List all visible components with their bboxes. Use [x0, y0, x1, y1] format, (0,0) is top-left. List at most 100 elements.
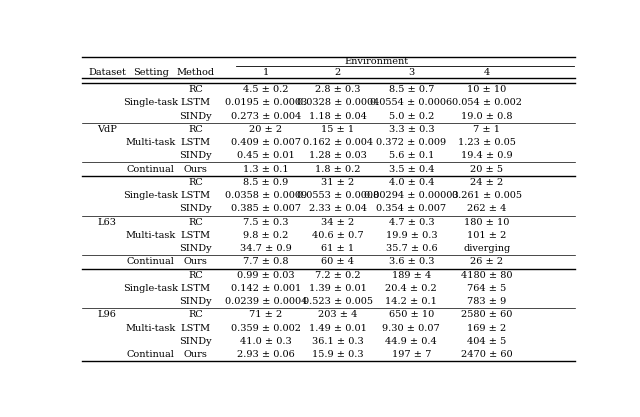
- Text: LSTM: LSTM: [180, 324, 211, 333]
- Text: LSTM: LSTM: [180, 191, 211, 200]
- Text: 9.30 ± 0.07: 9.30 ± 0.07: [383, 324, 440, 333]
- Text: 15.9 ± 0.3: 15.9 ± 0.3: [312, 350, 364, 359]
- Text: Multi-task: Multi-task: [126, 138, 176, 147]
- Text: 4.7 ± 0.3: 4.7 ± 0.3: [388, 218, 434, 226]
- Text: 783 ± 9: 783 ± 9: [467, 297, 506, 306]
- Text: 14.2 ± 0.1: 14.2 ± 0.1: [385, 297, 437, 306]
- Text: 0.359 ± 0.002: 0.359 ± 0.002: [231, 324, 301, 333]
- Text: 0.372 ± 0.009: 0.372 ± 0.009: [376, 138, 446, 147]
- Text: 1.18 ± 0.04: 1.18 ± 0.04: [309, 112, 367, 121]
- Text: 40.6 ± 0.7: 40.6 ± 0.7: [312, 231, 364, 240]
- Text: diverging: diverging: [463, 244, 510, 253]
- Text: SINDy: SINDy: [179, 151, 212, 161]
- Text: 650 ± 10: 650 ± 10: [388, 310, 434, 319]
- Text: 5.0 ± 0.2: 5.0 ± 0.2: [388, 112, 434, 121]
- Text: SINDy: SINDy: [179, 244, 212, 253]
- Text: 2580 ± 60: 2580 ± 60: [461, 310, 513, 319]
- Text: RC: RC: [188, 310, 203, 319]
- Text: 19.4 ± 0.9: 19.4 ± 0.9: [461, 151, 513, 161]
- Text: RC: RC: [188, 218, 203, 226]
- Text: RC: RC: [188, 271, 203, 280]
- Text: Continual: Continual: [127, 165, 175, 173]
- Text: Multi-task: Multi-task: [126, 231, 176, 240]
- Text: 2.93 ± 0.06: 2.93 ± 0.06: [237, 350, 295, 359]
- Text: LSTM: LSTM: [180, 231, 211, 240]
- Text: 404 ± 5: 404 ± 5: [467, 337, 506, 346]
- Text: 19.9 ± 0.3: 19.9 ± 0.3: [385, 231, 437, 240]
- Text: 0.99 ± 0.03: 0.99 ± 0.03: [237, 271, 295, 280]
- Text: Multi-task: Multi-task: [126, 324, 176, 333]
- Text: 0.162 ± 0.004: 0.162 ± 0.004: [303, 138, 373, 147]
- Text: 1.49 ± 0.01: 1.49 ± 0.01: [309, 324, 367, 333]
- Text: 3: 3: [408, 68, 415, 77]
- Text: 0.054 ± 0.002: 0.054 ± 0.002: [452, 98, 522, 107]
- Text: 2470 ± 60: 2470 ± 60: [461, 350, 513, 359]
- Text: 8.5 ± 0.7: 8.5 ± 0.7: [388, 85, 434, 94]
- Text: 5.6 ± 0.1: 5.6 ± 0.1: [388, 151, 434, 161]
- Text: 189 ± 4: 189 ± 4: [392, 271, 431, 280]
- Text: 0.0328 ± 0.0004: 0.0328 ± 0.0004: [297, 98, 379, 107]
- Text: SINDy: SINDy: [179, 337, 212, 346]
- Text: 8.5 ± 0.9: 8.5 ± 0.9: [243, 178, 289, 187]
- Text: LSTM: LSTM: [180, 138, 211, 147]
- Text: 9.8 ± 0.2: 9.8 ± 0.2: [243, 231, 289, 240]
- Text: 0.0553 ± 0.0008: 0.0553 ± 0.0008: [297, 191, 379, 200]
- Text: 262 ± 4: 262 ± 4: [467, 204, 506, 214]
- Text: Continual: Continual: [127, 350, 175, 359]
- Text: 20 ± 5: 20 ± 5: [470, 165, 503, 173]
- Text: 1.8 ± 0.2: 1.8 ± 0.2: [315, 165, 361, 173]
- Text: 2: 2: [335, 68, 341, 77]
- Text: 4.0 ± 0.4: 4.0 ± 0.4: [388, 178, 434, 187]
- Text: RC: RC: [188, 178, 203, 187]
- Text: 31 ± 2: 31 ± 2: [321, 178, 355, 187]
- Text: 2.33 ± 0.04: 2.33 ± 0.04: [309, 204, 367, 214]
- Text: 0.00294 ± 0.00003: 0.00294 ± 0.00003: [364, 191, 459, 200]
- Text: L96: L96: [98, 310, 116, 319]
- Text: 7 ± 1: 7 ± 1: [473, 125, 500, 134]
- Text: 3.3 ± 0.3: 3.3 ± 0.3: [388, 125, 434, 134]
- Text: 24 ± 2: 24 ± 2: [470, 178, 503, 187]
- Text: 0.0195 ± 0.0003: 0.0195 ± 0.0003: [225, 98, 307, 107]
- Text: 1: 1: [263, 68, 269, 77]
- Text: 7.2 ± 0.2: 7.2 ± 0.2: [315, 271, 361, 280]
- Text: LSTM: LSTM: [180, 98, 211, 107]
- Text: 101 ± 2: 101 ± 2: [467, 231, 506, 240]
- Text: 7.5 ± 0.3: 7.5 ± 0.3: [243, 218, 289, 226]
- Text: 0.0358 ± 0.0009: 0.0358 ± 0.0009: [225, 191, 307, 200]
- Text: Single-task: Single-task: [124, 98, 179, 107]
- Text: 10 ± 10: 10 ± 10: [467, 85, 506, 94]
- Text: 0.0554 ± 0.0006: 0.0554 ± 0.0006: [371, 98, 452, 107]
- Text: 764 ± 5: 764 ± 5: [467, 284, 506, 293]
- Text: SINDy: SINDy: [179, 297, 212, 306]
- Text: VdP: VdP: [97, 125, 117, 134]
- Text: 1.3 ± 0.1: 1.3 ± 0.1: [243, 165, 289, 173]
- Text: 26 ± 2: 26 ± 2: [470, 257, 503, 266]
- Text: Environment: Environment: [344, 57, 408, 65]
- Text: 15 ± 1: 15 ± 1: [321, 125, 355, 134]
- Text: 2.8 ± 0.3: 2.8 ± 0.3: [315, 85, 361, 94]
- Text: 36.1 ± 0.3: 36.1 ± 0.3: [312, 337, 364, 346]
- Text: 34.7 ± 0.9: 34.7 ± 0.9: [240, 244, 292, 253]
- Text: LSTM: LSTM: [180, 284, 211, 293]
- Text: 0.409 ± 0.007: 0.409 ± 0.007: [231, 138, 301, 147]
- Text: 0.142 ± 0.001: 0.142 ± 0.001: [231, 284, 301, 293]
- Text: Setting: Setting: [133, 68, 169, 77]
- Text: 203 ± 4: 203 ± 4: [318, 310, 358, 319]
- Text: 20 ± 2: 20 ± 2: [250, 125, 283, 134]
- Text: 180 ± 10: 180 ± 10: [464, 218, 509, 226]
- Text: RC: RC: [188, 125, 203, 134]
- Text: Single-task: Single-task: [124, 191, 179, 200]
- Text: 35.7 ± 0.6: 35.7 ± 0.6: [385, 244, 437, 253]
- Text: 0.523 ± 0.005: 0.523 ± 0.005: [303, 297, 373, 306]
- Text: 0.354 ± 0.007: 0.354 ± 0.007: [376, 204, 446, 214]
- Text: Ours: Ours: [184, 165, 207, 173]
- Text: 0.45 ± 0.01: 0.45 ± 0.01: [237, 151, 295, 161]
- Text: 1.39 ± 0.01: 1.39 ± 0.01: [309, 284, 367, 293]
- Text: 1.23 ± 0.05: 1.23 ± 0.05: [458, 138, 516, 147]
- Text: 4.5 ± 0.2: 4.5 ± 0.2: [243, 85, 289, 94]
- Text: 4: 4: [484, 68, 490, 77]
- Text: 71 ± 2: 71 ± 2: [250, 310, 283, 319]
- Text: Method: Method: [177, 68, 214, 77]
- Text: SINDy: SINDy: [179, 204, 212, 214]
- Text: 0.261 ± 0.005: 0.261 ± 0.005: [452, 191, 522, 200]
